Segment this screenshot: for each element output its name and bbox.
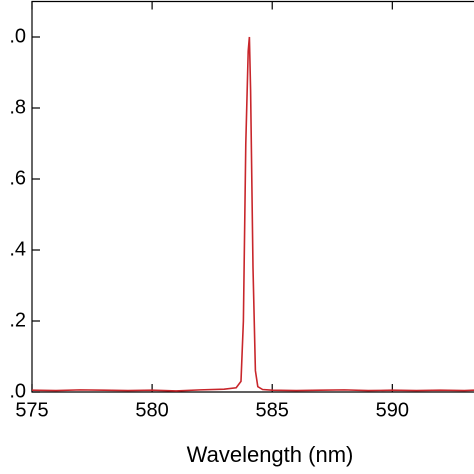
- y-tick-label: .2: [9, 309, 26, 331]
- series-line: [31, 36, 474, 392]
- y-tick-label: .6: [9, 167, 26, 189]
- y-tick-label: .0: [9, 25, 26, 47]
- y-tick-label: .0: [9, 380, 26, 402]
- x-tick-label: 590: [376, 399, 409, 421]
- x-tick-label: 575: [15, 399, 48, 421]
- x-tick-label: 580: [135, 399, 168, 421]
- y-tick-label: .4: [9, 238, 26, 260]
- y-tick-label: .8: [9, 96, 26, 118]
- x-tick-label: 585: [256, 399, 289, 421]
- x-axis-label: Wavelength (nm): [187, 442, 354, 467]
- plot-frame: [31, 0, 474, 393]
